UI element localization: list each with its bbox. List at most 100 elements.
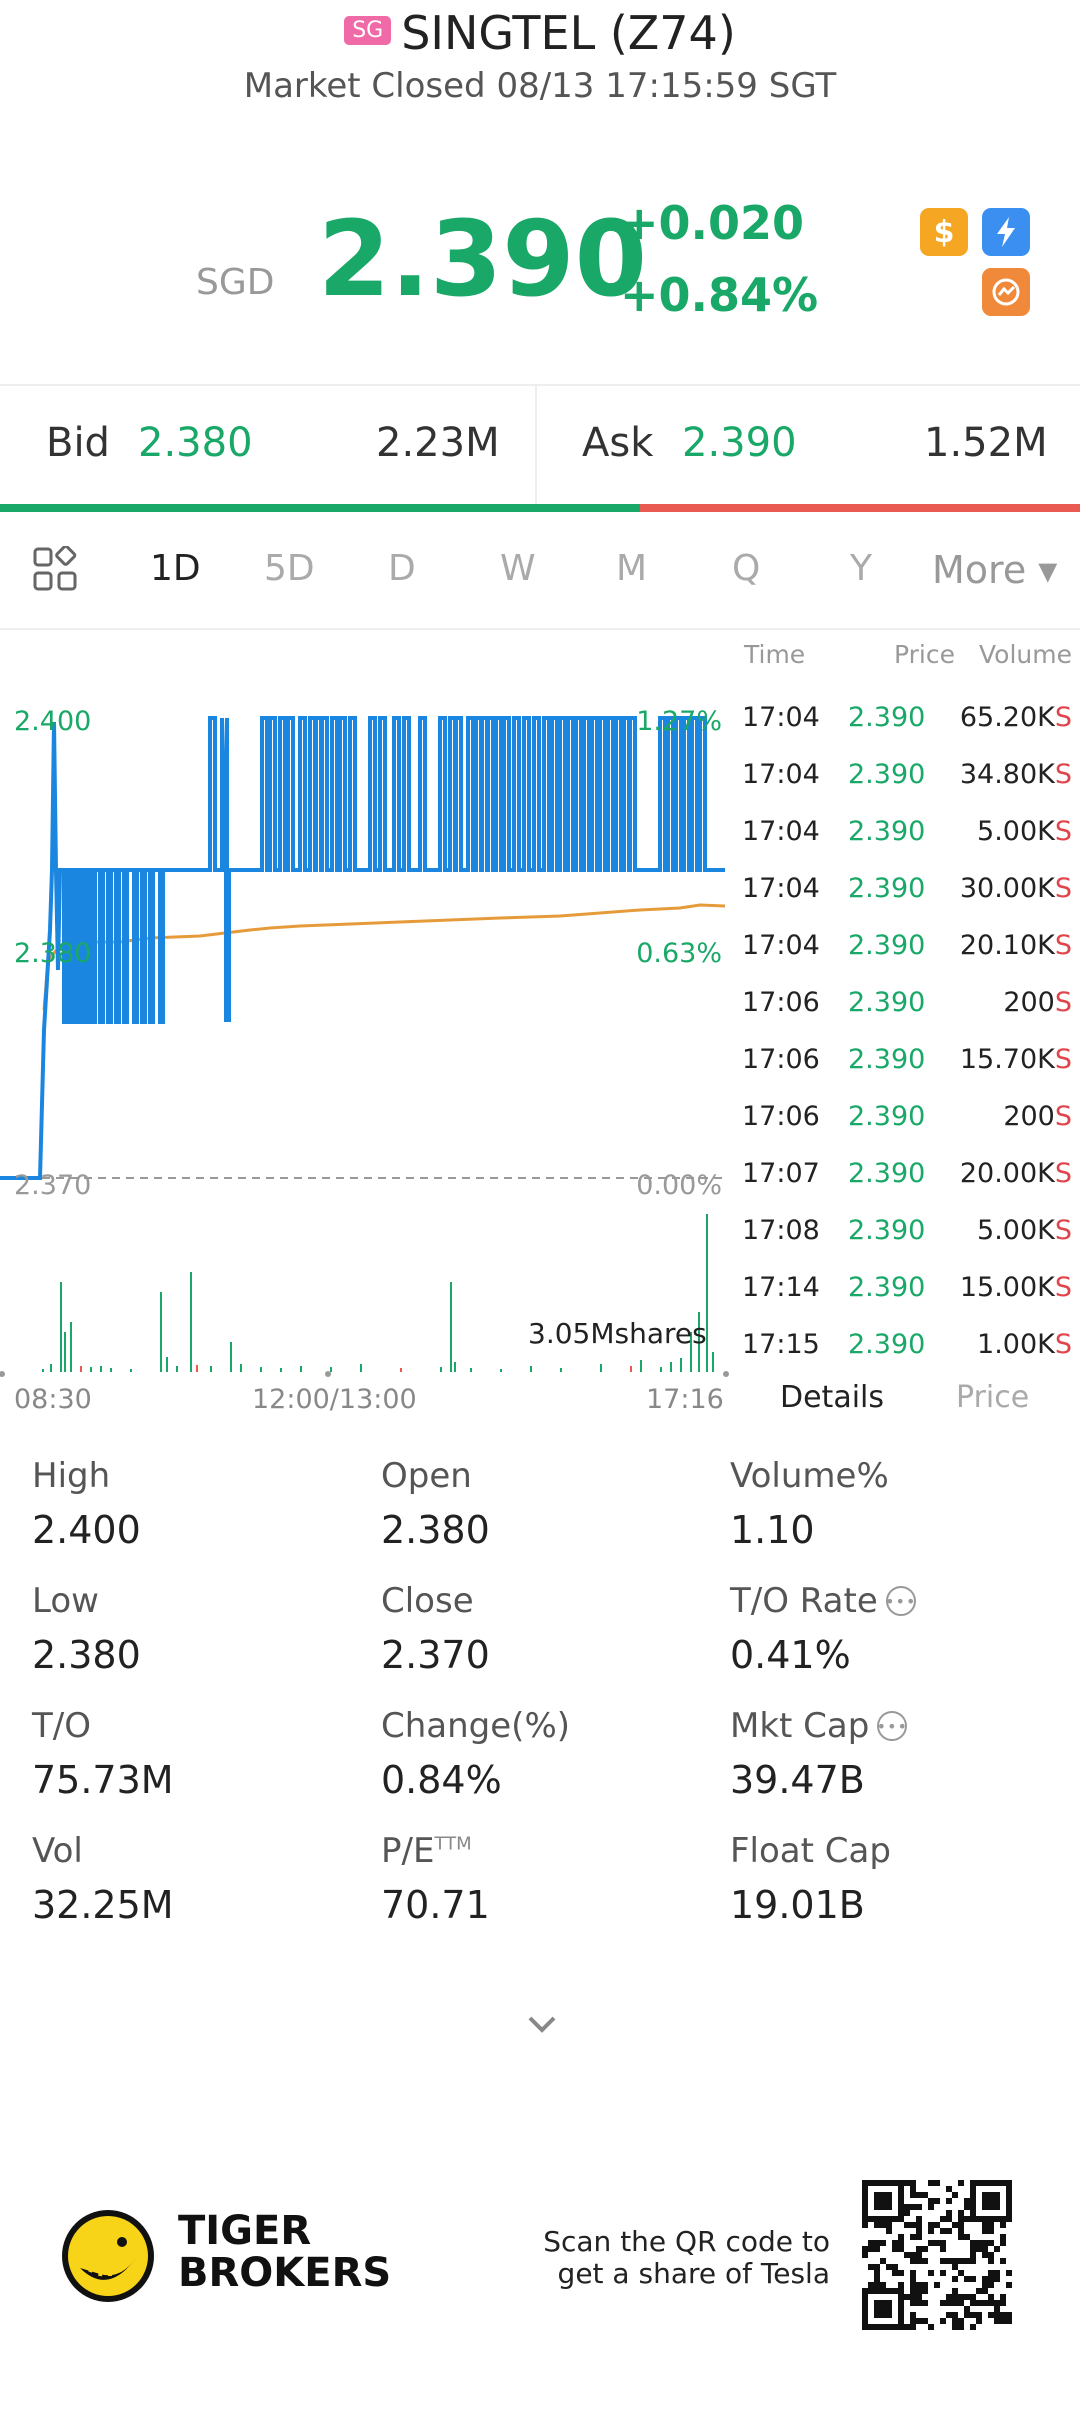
volume-bar xyxy=(706,1214,708,1372)
divider xyxy=(0,628,1080,630)
stat-mkt-cap: Mkt Cap ••• 39.47B xyxy=(730,1706,908,1802)
last-price: 2.390 xyxy=(318,198,647,320)
trade-volume: 200S xyxy=(1003,987,1072,1018)
bid-strength-bar xyxy=(0,504,640,512)
trade-row: 17:07 2.390 20.00KS xyxy=(740,1158,1080,1215)
trade-time: 17:06 xyxy=(742,987,820,1018)
currency-label: SGD xyxy=(196,262,275,303)
tab-more-dropdown[interactable]: More ▾ xyxy=(932,548,1058,592)
volume-bar xyxy=(42,1369,44,1372)
trade-row: 17:04 2.390 5.00KS xyxy=(740,816,1080,873)
stat-high: High 2.400 xyxy=(32,1456,141,1552)
chart-layout-icon[interactable] xyxy=(32,546,78,592)
volume-bar xyxy=(470,1368,472,1372)
tab-y[interactable]: Y xyxy=(850,548,872,589)
flash-icon[interactable] xyxy=(982,208,1030,256)
qr-code xyxy=(862,2180,1012,2330)
trade-side: S xyxy=(1054,1215,1072,1246)
volume-bar xyxy=(600,1364,602,1372)
chevron-down-icon[interactable] xyxy=(518,2010,566,2040)
y-label-low: 2.370 xyxy=(14,1170,91,1201)
volume-bar xyxy=(500,1369,502,1372)
trade-price: 2.390 xyxy=(848,1101,926,1132)
trade-volume: 200S xyxy=(1003,1101,1072,1132)
y-label-mid: 2.380 xyxy=(14,938,91,969)
ask-price: 2.390 xyxy=(682,420,797,466)
stat-change-pct: Change(%) 0.84% xyxy=(381,1706,571,1802)
trade-price: 2.390 xyxy=(848,702,926,733)
volume-bar xyxy=(190,1272,192,1372)
trade-price: 2.390 xyxy=(848,987,926,1018)
volume-total-label: 3.05Mshares xyxy=(528,1317,707,1350)
tab-price[interactable]: Price xyxy=(956,1380,1030,1415)
stat-close: Close 2.370 xyxy=(381,1581,490,1677)
more-info-icon[interactable]: ••• xyxy=(885,1586,916,1616)
trade-time: 17:04 xyxy=(742,702,820,733)
trades-header-time: Time xyxy=(744,640,806,669)
volume-bar xyxy=(50,1364,52,1372)
brand-name: TIGER BROKERS xyxy=(178,2208,392,2296)
trade-price: 2.390 xyxy=(848,930,926,961)
trade-volume: 5.00KS xyxy=(977,816,1072,847)
tab-m[interactable]: M xyxy=(616,548,648,589)
trade-volume: 20.10KS xyxy=(959,930,1072,961)
tab-1d[interactable]: 1D xyxy=(150,548,201,589)
dollar-icon[interactable]: $ xyxy=(920,208,968,256)
x-label-midday: 12:00/13:00 xyxy=(252,1384,417,1415)
bid-size: 2.23M xyxy=(376,420,500,466)
volume-bar xyxy=(166,1357,168,1372)
intraday-chart[interactable]: 2.400 2.380 2.370 1.27% 0.63% 0.00% xyxy=(0,630,730,1400)
more-info-icon[interactable]: ••• xyxy=(877,1711,908,1741)
trade-price: 2.390 xyxy=(848,873,926,904)
trade-volume: 65.20KS xyxy=(959,702,1072,733)
volume-bar xyxy=(400,1368,402,1372)
volume-bar xyxy=(70,1322,72,1372)
trade-row: 17:04 2.390 20.10KS xyxy=(740,930,1080,987)
pct-label-high: 1.27% xyxy=(636,706,722,737)
trade-row: 17:06 2.390 200S xyxy=(740,1101,1080,1158)
swap-icon[interactable] xyxy=(982,268,1030,316)
trade-volume: 34.80KS xyxy=(959,759,1072,790)
stat-volume-pct: Volume% 1.10 xyxy=(730,1456,889,1552)
volume-bar xyxy=(60,1282,62,1372)
tab-q[interactable]: Q xyxy=(732,548,761,589)
trade-time: 17:06 xyxy=(742,1101,820,1132)
trade-side: S xyxy=(1054,1044,1072,1075)
bid-label: Bid xyxy=(46,420,110,466)
volume-bar xyxy=(670,1362,672,1372)
stat-to-rate: T/O Rate ••• 0.41% xyxy=(730,1581,917,1677)
volume-bar xyxy=(64,1332,66,1372)
trade-side: S xyxy=(1054,987,1072,1018)
tab-details[interactable]: Details xyxy=(780,1380,885,1415)
volume-bar xyxy=(210,1366,212,1372)
trade-row: 17:04 2.390 34.80KS xyxy=(740,759,1080,816)
volume-bar xyxy=(260,1367,262,1372)
trade-side: S xyxy=(1054,759,1072,790)
stock-title[interactable]: SINGTEL (Z74) xyxy=(401,6,736,60)
trade-volume: 15.70KS xyxy=(959,1044,1072,1075)
tab-w[interactable]: W xyxy=(500,548,536,589)
volume-bar xyxy=(680,1358,682,1372)
volume-bars xyxy=(42,1214,714,1372)
stat-vol: Vol 32.25M xyxy=(32,1831,174,1927)
x-label-end: 17:16 xyxy=(646,1384,724,1415)
trade-side: S xyxy=(1054,702,1072,733)
tab-5d[interactable]: 5D xyxy=(264,548,315,589)
trade-volume: 15.00KS xyxy=(959,1272,1072,1303)
trade-side: S xyxy=(1054,816,1072,847)
stock-title-row: SG SINGTEL (Z74) xyxy=(0,6,1080,60)
ask-size: 1.52M xyxy=(924,420,1048,466)
trade-row: 17:06 2.390 200S xyxy=(740,987,1080,1044)
trade-row: 17:08 2.390 5.00KS xyxy=(740,1215,1080,1272)
tab-d[interactable]: D xyxy=(388,548,416,589)
trade-time: 17:04 xyxy=(742,816,820,847)
trade-price: 2.390 xyxy=(848,1158,926,1189)
trade-row: 17:14 2.390 15.00KS xyxy=(740,1272,1080,1329)
trade-volume: 1.00KS xyxy=(977,1329,1072,1360)
volume-bar xyxy=(176,1366,178,1372)
trade-time: 17:07 xyxy=(742,1158,820,1189)
price-change-percent: +0.84% xyxy=(620,268,819,322)
x-label-start: 08:30 xyxy=(14,1384,92,1415)
market-status: Market Closed 08/13 17:15:59 SGT xyxy=(243,66,837,106)
volume-bar xyxy=(530,1366,532,1372)
